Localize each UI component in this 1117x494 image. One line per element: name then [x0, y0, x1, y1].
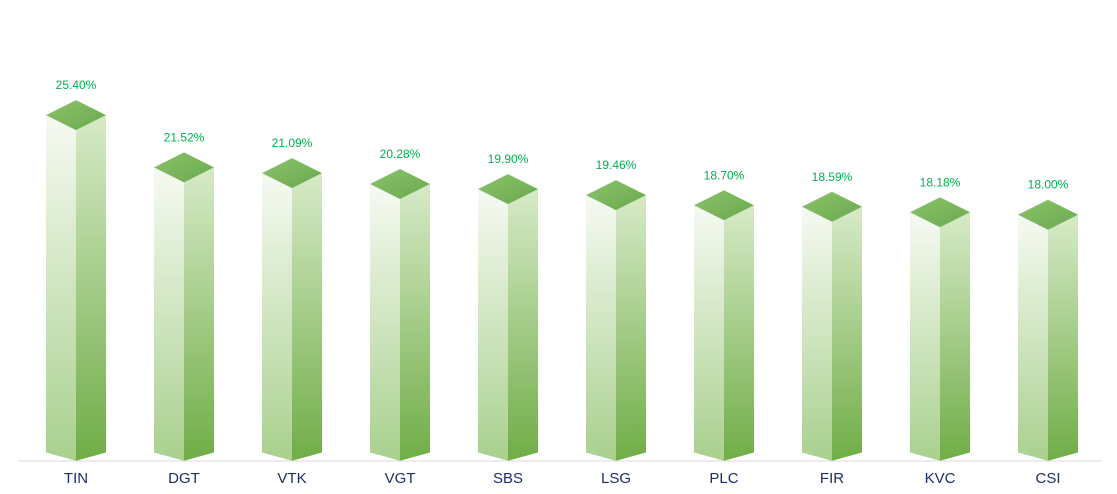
bar-tin	[46, 100, 106, 461]
bar-top-face	[478, 174, 538, 205]
bar-front-face	[802, 206, 832, 461]
bar-side-face	[508, 189, 538, 461]
bar-top-face	[262, 158, 322, 189]
bar-top-face	[910, 197, 970, 228]
bar-front-face	[262, 173, 292, 461]
data-label: 18.70%	[704, 168, 745, 182]
data-label: 21.09%	[272, 136, 313, 150]
category-label: TIN	[64, 470, 88, 487]
bar-top-face	[586, 180, 646, 211]
bar-side-face	[184, 167, 214, 461]
bar-front-face	[370, 184, 400, 461]
data-label: 18.18%	[920, 175, 961, 189]
bar-top-face	[1018, 199, 1078, 230]
bar-kvc	[910, 197, 970, 461]
category-label: FIR	[820, 470, 844, 487]
bar-csi	[1018, 199, 1078, 461]
bar-front-face	[46, 115, 76, 461]
data-label: 21.52%	[164, 130, 205, 144]
labels-group: 25.40% TIN 21.52% DGT 21.09% VTK 20.28% VGT 19.9…	[56, 78, 1069, 487]
bar-vgt	[370, 169, 430, 461]
bar-sbs	[478, 174, 538, 461]
category-label: LSG	[601, 470, 631, 487]
bar-top-face	[154, 152, 214, 183]
bar-side-face	[832, 206, 862, 461]
bar-side-face	[940, 212, 970, 461]
data-label: 25.40%	[56, 78, 97, 92]
category-label: DGT	[168, 470, 200, 487]
bar-top-face	[370, 169, 430, 200]
category-label: VTK	[277, 470, 306, 487]
category-label: CSI	[1035, 470, 1060, 487]
bar-front-face	[154, 167, 184, 461]
category-label: KVC	[925, 470, 956, 487]
data-label: 19.90%	[488, 152, 529, 166]
bar-top-face	[46, 100, 106, 131]
category-label: VGT	[385, 470, 416, 487]
bar-front-face	[586, 195, 616, 461]
bar-front-face	[694, 205, 724, 461]
bar-side-face	[616, 195, 646, 461]
bar-top-face	[802, 191, 862, 222]
bar-side-face	[400, 184, 430, 461]
bar-dgt	[154, 152, 214, 461]
bar-front-face	[1018, 214, 1048, 461]
bar-top-face	[694, 190, 754, 221]
bar-side-face	[292, 173, 322, 461]
bar-side-face	[1048, 214, 1078, 461]
bar-lsg	[586, 180, 646, 461]
bar-vtk	[262, 158, 322, 461]
category-label: PLC	[709, 470, 738, 487]
data-label: 20.28%	[380, 147, 421, 161]
bar-plc	[694, 190, 754, 461]
data-label: 18.59%	[812, 170, 853, 184]
data-label: 18.00%	[1028, 178, 1069, 192]
bar-front-face	[910, 212, 940, 461]
bar-fir	[802, 191, 862, 461]
category-label: SBS	[493, 470, 523, 487]
bars-group	[46, 100, 1078, 461]
bar-front-face	[478, 189, 508, 461]
bar-side-face	[724, 205, 754, 461]
bar-side-face	[76, 115, 106, 461]
data-label: 19.46%	[596, 158, 637, 172]
